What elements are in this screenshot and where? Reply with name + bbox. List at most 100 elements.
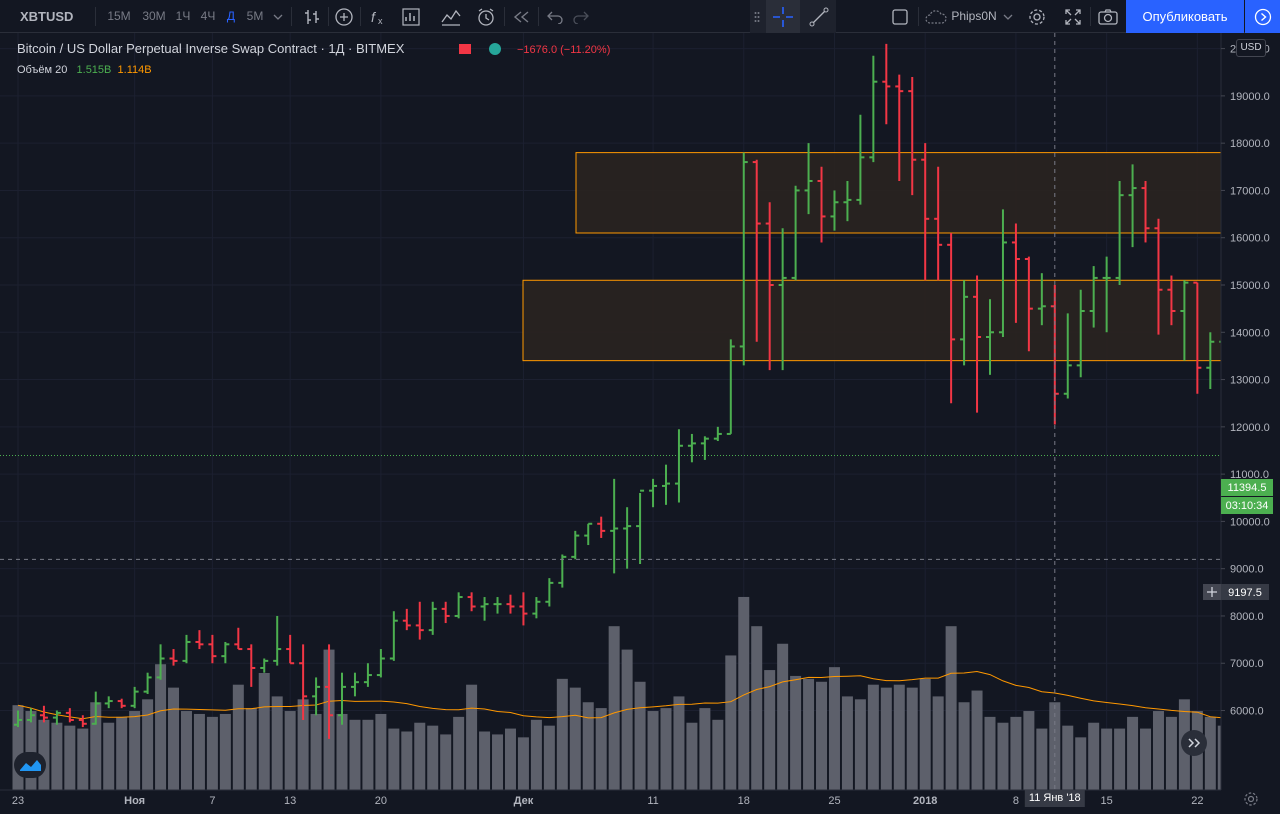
- volume-label: Объём 20: [17, 64, 68, 76]
- gear-icon[interactable]: [1022, 0, 1052, 33]
- crosshair-icon[interactable]: [766, 0, 800, 33]
- interval-4h[interactable]: 4Ч: [200, 9, 216, 23]
- ohlc-bar: [584, 522, 593, 546]
- toolbar-separator: [504, 7, 505, 26]
- publish-menu-button[interactable]: [1245, 0, 1280, 33]
- ohlc-bar: [441, 601, 450, 624]
- market-status-icon[interactable]: [489, 43, 501, 55]
- chevron-down-icon[interactable]: [1000, 0, 1016, 33]
- symbol-search[interactable]: XBTUSD: [20, 9, 74, 24]
- ohlc-bar: [39, 705, 48, 723]
- fullscreen-square-icon[interactable]: [886, 0, 914, 33]
- ohlc-bar: [1024, 256, 1033, 352]
- price-chart[interactable]: 6000.0 7000.0 8000.0 9000.0 10000.0 11000.0 12…: [0, 33, 1280, 814]
- flag-icon[interactable]: [459, 44, 471, 54]
- undo-icon[interactable]: [542, 0, 568, 33]
- volume-value: 1.515B: [76, 64, 112, 76]
- ohlc-bar: [376, 649, 385, 678]
- ohlc-bar: [208, 634, 217, 664]
- redo-icon[interactable]: [568, 0, 594, 33]
- cloud-icon[interactable]: [922, 0, 950, 33]
- volume-bar: [1140, 728, 1152, 790]
- price-axis[interactable]: 6000.0 7000.0 8000.0 9000.0 10000.0 11000.0 12…: [1221, 44, 1270, 718]
- svg-text:x: x: [378, 16, 383, 26]
- ohlc-bar: [78, 715, 87, 728]
- countdown-label-bg: [1221, 497, 1273, 514]
- volume-bar: [556, 678, 568, 790]
- chart-templates-icon[interactable]: [397, 0, 425, 33]
- ohlc-bar: [1011, 223, 1020, 323]
- interval-1d[interactable]: Д: [226, 9, 236, 23]
- ohlc-bar: [998, 209, 1007, 338]
- interval-30m[interactable]: 30M: [142, 9, 166, 23]
- time-tick-label: 8: [1013, 795, 1019, 807]
- volume-bar: [867, 684, 879, 790]
- volume-bar: [375, 713, 387, 790]
- ohlc-bar: [156, 644, 165, 680]
- ohlc-bar: [778, 228, 787, 371]
- volume-bar: [906, 687, 918, 790]
- chart-layout-icon[interactable]: [437, 0, 465, 33]
- ohlc-bar: [623, 507, 632, 569]
- price-lines: [0, 33, 1221, 790]
- price-axis-bg: [1221, 33, 1280, 790]
- price-tick-label: 9000.0: [1230, 564, 1264, 576]
- volume-bar: [336, 713, 348, 790]
- ohlc-bar: [519, 592, 528, 626]
- volume-bar: [504, 728, 516, 790]
- ohlc-bar: [247, 644, 256, 687]
- currency-button[interactable]: USD: [1236, 39, 1266, 57]
- ohlc-bars: [14, 43, 1280, 739]
- camera-icon[interactable]: [1093, 0, 1123, 33]
- drag-handle-icon[interactable]: [750, 0, 764, 33]
- publish-button[interactable]: Опубликовать: [1126, 0, 1244, 33]
- ohlc-bar: [325, 644, 334, 739]
- plus-icon: [1207, 587, 1217, 597]
- volume-bar: [816, 681, 828, 790]
- volume-bar: [168, 687, 180, 790]
- time-tick-label: 11: [647, 795, 658, 807]
- interval-5m[interactable]: 5M: [246, 9, 264, 23]
- double-chevron-right-icon: [1188, 738, 1201, 748]
- ohlc-bar: [1167, 275, 1176, 326]
- volume-bar: [103, 722, 115, 790]
- tradingview-logo[interactable]: [14, 752, 46, 778]
- ohlc-bar: [1076, 289, 1085, 378]
- ohlc-bar: [1128, 164, 1137, 248]
- volume-bar: [271, 696, 283, 790]
- volume-bar: [803, 678, 815, 790]
- price-tick-label: 14000.0: [1230, 327, 1270, 339]
- toolbar-separator: [538, 7, 539, 26]
- ohlc-bar: [662, 464, 670, 505]
- time-tick-label: 22: [1191, 795, 1203, 807]
- compare-add-icon[interactable]: [330, 0, 358, 33]
- ohlc-bar: [260, 658, 269, 673]
- chart-settings-gear-icon[interactable]: [1243, 791, 1259, 812]
- volume-bar: [958, 702, 970, 790]
- time-axis[interactable]: 23 Ноя 7 13 20 Дек 11 18 25 2018 8 15 22: [12, 795, 1204, 807]
- replay-icon[interactable]: [508, 0, 536, 33]
- price-tick-label: 17000.0: [1230, 185, 1270, 197]
- chevron-down-icon[interactable]: [270, 0, 286, 33]
- time-tick-label: Ноя: [124, 795, 145, 807]
- ohlc-bar: [545, 578, 554, 607]
- ohlc-bar: [804, 143, 813, 215]
- chart-legend-title: Bitcoin / US Dollar Perpetual Inverse Sw…: [17, 41, 405, 56]
- fullscreen-icon[interactable]: [1058, 0, 1088, 33]
- ohlc-bar: [299, 644, 308, 720]
- time-tick-label: 25: [828, 795, 840, 807]
- alert-clock-icon[interactable]: [472, 0, 500, 33]
- trend-line-icon[interactable]: [802, 0, 836, 33]
- volume-bar: [1114, 728, 1126, 790]
- scroll-to-realtime-button[interactable]: [1181, 730, 1207, 756]
- username-menu[interactable]: Phips0N: [951, 9, 997, 23]
- volume-bar: [116, 716, 128, 790]
- bar-style-icon[interactable]: [298, 0, 326, 33]
- ohlc-bar: [856, 114, 865, 205]
- interval-15m[interactable]: 15M: [107, 9, 131, 23]
- ohlc-bar: [973, 275, 982, 413]
- toolbar-separator: [328, 7, 329, 26]
- interval-1h[interactable]: 1Ч: [175, 9, 191, 23]
- ohlc-bar: [130, 686, 139, 709]
